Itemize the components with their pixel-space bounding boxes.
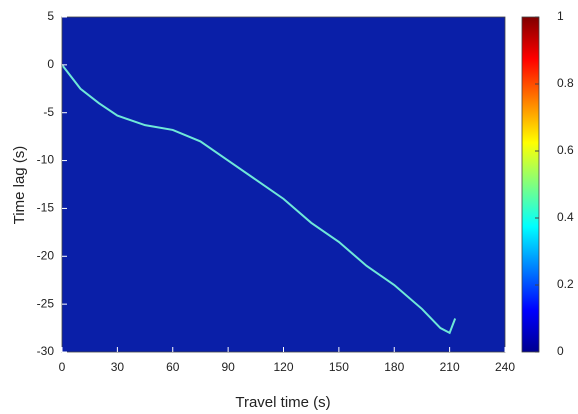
x-axis-title: Travel time (s) (235, 394, 330, 411)
x-tick-label: 180 (384, 360, 404, 374)
x-tick-label: 90 (221, 360, 235, 374)
colorbar-tick-label: 0.8 (557, 76, 574, 90)
colorbar-tick-label: 0.4 (557, 210, 574, 224)
heatmap-background (62, 17, 505, 352)
colorbar-tick-label: 0.6 (557, 143, 574, 157)
x-tick-label: 240 (495, 360, 515, 374)
colorbar (522, 17, 539, 352)
x-tick-label: 150 (329, 360, 349, 374)
y-tick-label: 5 (47, 9, 54, 23)
x-tick-label: 30 (111, 360, 125, 374)
x-tick-label: 60 (166, 360, 180, 374)
y-tick-label: -20 (37, 248, 55, 262)
colorbar-frame (521, 16, 540, 353)
y-tick-label: -30 (37, 344, 55, 358)
y-tick-label: -10 (37, 153, 55, 167)
y-tick-label: -5 (43, 105, 54, 119)
y-tick-label: 0 (47, 57, 54, 71)
colorbar-tick-label: 0.2 (557, 277, 574, 291)
x-tick-label: 210 (440, 360, 460, 374)
colorbar-tick-label: 1 (557, 9, 564, 23)
colorbar-tick-label: 0 (557, 344, 564, 358)
x-tick-label: 0 (59, 360, 66, 374)
y-axis-title: Time lag (s) (11, 146, 28, 225)
y-tick-label: -15 (37, 201, 55, 215)
x-tick-label: 120 (273, 360, 293, 374)
ridge-line (61, 64, 457, 335)
y-tick-label: -25 (37, 296, 55, 310)
